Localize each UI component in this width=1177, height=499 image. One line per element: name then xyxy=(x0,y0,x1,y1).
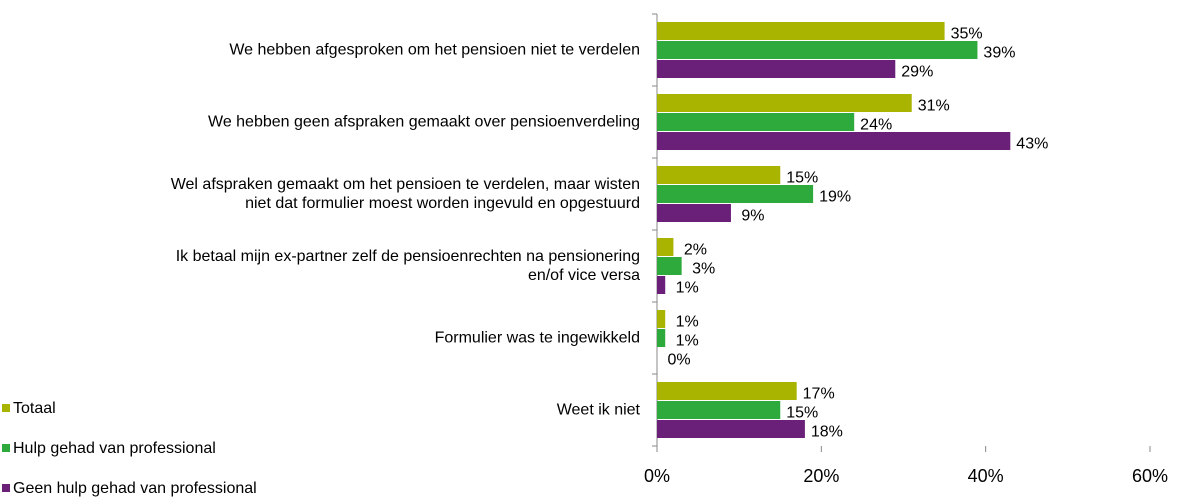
value-label: 0% xyxy=(667,352,690,369)
value-label: 1% xyxy=(676,333,699,350)
value-label: 3% xyxy=(692,261,715,278)
value-label: 2% xyxy=(684,242,707,259)
bar xyxy=(657,185,814,203)
legend-swatch xyxy=(2,484,10,492)
value-label: 31% xyxy=(918,98,950,115)
x-tick-label: 40% xyxy=(968,466,1004,486)
x-tick-label: 0% xyxy=(644,466,670,486)
category-label: Weet ik niet xyxy=(556,401,640,419)
category-label: Wel afspraken gemaakt om het pensioen te… xyxy=(170,176,640,212)
category-label: Ik betaal mijn ex-partner zelf de pensio… xyxy=(175,248,640,284)
bar xyxy=(657,401,781,419)
category-label: Formulier was te ingewikkeld xyxy=(434,329,640,347)
value-label: 29% xyxy=(901,64,933,81)
value-label: 9% xyxy=(741,208,764,225)
value-label: 43% xyxy=(1016,136,1048,153)
x-tick-label: 20% xyxy=(803,466,839,486)
legend-label: Hulp gehad van professional xyxy=(13,440,216,457)
bar xyxy=(657,113,855,131)
legend-swatch xyxy=(2,444,10,452)
legend-label: Geen hulp gehad van professional xyxy=(13,480,257,497)
legend-label: Totaal xyxy=(13,400,56,417)
value-label: 35% xyxy=(951,26,983,43)
bar xyxy=(657,166,781,184)
bar xyxy=(657,257,682,275)
value-label: 24% xyxy=(860,117,892,134)
bar xyxy=(657,420,805,438)
bar xyxy=(657,41,978,59)
category-label: We hebben afgesproken om het pensioen ni… xyxy=(229,41,640,59)
value-label: 17% xyxy=(803,386,835,403)
value-label: 15% xyxy=(786,170,818,187)
bar xyxy=(657,60,896,78)
bar xyxy=(657,382,797,400)
bar xyxy=(657,238,674,256)
value-label: 39% xyxy=(983,45,1015,62)
category-label: We hebben geen afspraken gemaakt over pe… xyxy=(208,113,640,131)
bar xyxy=(657,310,666,328)
bar xyxy=(657,329,666,347)
bar xyxy=(657,204,731,222)
bar xyxy=(657,132,1011,150)
value-label: 19% xyxy=(819,189,851,206)
bar xyxy=(657,94,912,112)
value-label: 18% xyxy=(811,424,843,441)
legend-swatch xyxy=(2,404,10,412)
x-tick-label: 60% xyxy=(1132,466,1168,486)
value-label: 1% xyxy=(676,280,699,297)
bar xyxy=(657,22,945,40)
value-label: 15% xyxy=(786,405,818,422)
bar xyxy=(657,276,666,294)
value-label: 1% xyxy=(676,314,699,331)
